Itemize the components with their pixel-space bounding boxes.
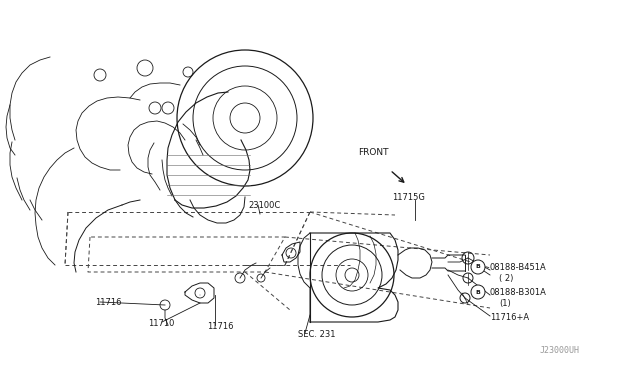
Circle shape: [471, 260, 485, 274]
Text: 23100C: 23100C: [248, 201, 280, 210]
Text: B: B: [476, 264, 481, 269]
Text: B: B: [476, 289, 481, 295]
Text: 08188-B301A: 08188-B301A: [490, 288, 547, 297]
Text: 11716: 11716: [95, 298, 122, 307]
Text: J23000UH: J23000UH: [540, 346, 580, 355]
Text: 11716+A: 11716+A: [490, 313, 529, 322]
Text: ( 2): ( 2): [499, 274, 513, 283]
Circle shape: [471, 285, 485, 299]
Text: 11710: 11710: [148, 319, 174, 328]
Text: 08188-B451A: 08188-B451A: [490, 263, 547, 272]
Text: FRONT: FRONT: [358, 148, 388, 157]
Text: (1): (1): [499, 299, 511, 308]
Text: 11716: 11716: [207, 322, 234, 331]
Text: SEC. 231: SEC. 231: [298, 330, 335, 339]
Text: 11715G: 11715G: [392, 193, 425, 202]
